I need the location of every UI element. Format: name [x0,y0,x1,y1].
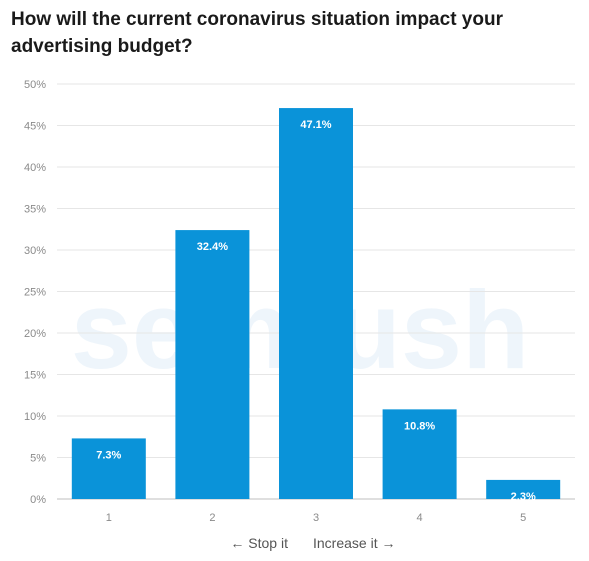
data-label: 32.4% [197,241,228,253]
x-tick-label: 2 [209,512,215,524]
x-tick-label: 1 [106,512,112,524]
x-axis-label-right: Increase it → [313,535,395,551]
chart-title: How will the current coronavirus situati… [11,9,503,57]
y-tick-label: 50% [24,79,46,91]
x-tick-label: 5 [520,512,526,524]
y-tick-label: 30% [24,245,46,257]
bar [71,438,146,499]
data-label: 10.8% [404,420,435,432]
bar [279,108,353,499]
y-tick-label: 45% [24,121,46,133]
y-tick-label: 0% [30,494,46,506]
y-tick-label: 25% [24,287,46,299]
bar [486,479,561,499]
x-tick-label: 4 [417,512,423,524]
x-tick-label: 3 [313,512,319,524]
bars: 7.3% 32.4% 47.1% 10.8% 2.3% [71,108,561,503]
y-tick-label: 40% [24,162,46,174]
y-tick-label: 15% [24,370,46,382]
data-label: 7.3% [96,449,121,461]
y-tick-label: 20% [24,328,46,340]
y-tick-label: 35% [24,204,46,216]
y-axis: 0% 5% 10% 15% 20% 25% 30% 35% 40% 45% 50% [24,79,46,506]
bar [175,230,250,499]
data-label: 2.3% [511,491,536,503]
x-axis: 1 2 3 4 5 [106,512,527,524]
y-tick-label: 5% [30,453,46,465]
bar [382,409,457,499]
y-tick-label: 10% [24,411,46,423]
x-axis-label-left: ← Stop it [230,535,288,551]
data-label: 47.1% [300,119,331,131]
